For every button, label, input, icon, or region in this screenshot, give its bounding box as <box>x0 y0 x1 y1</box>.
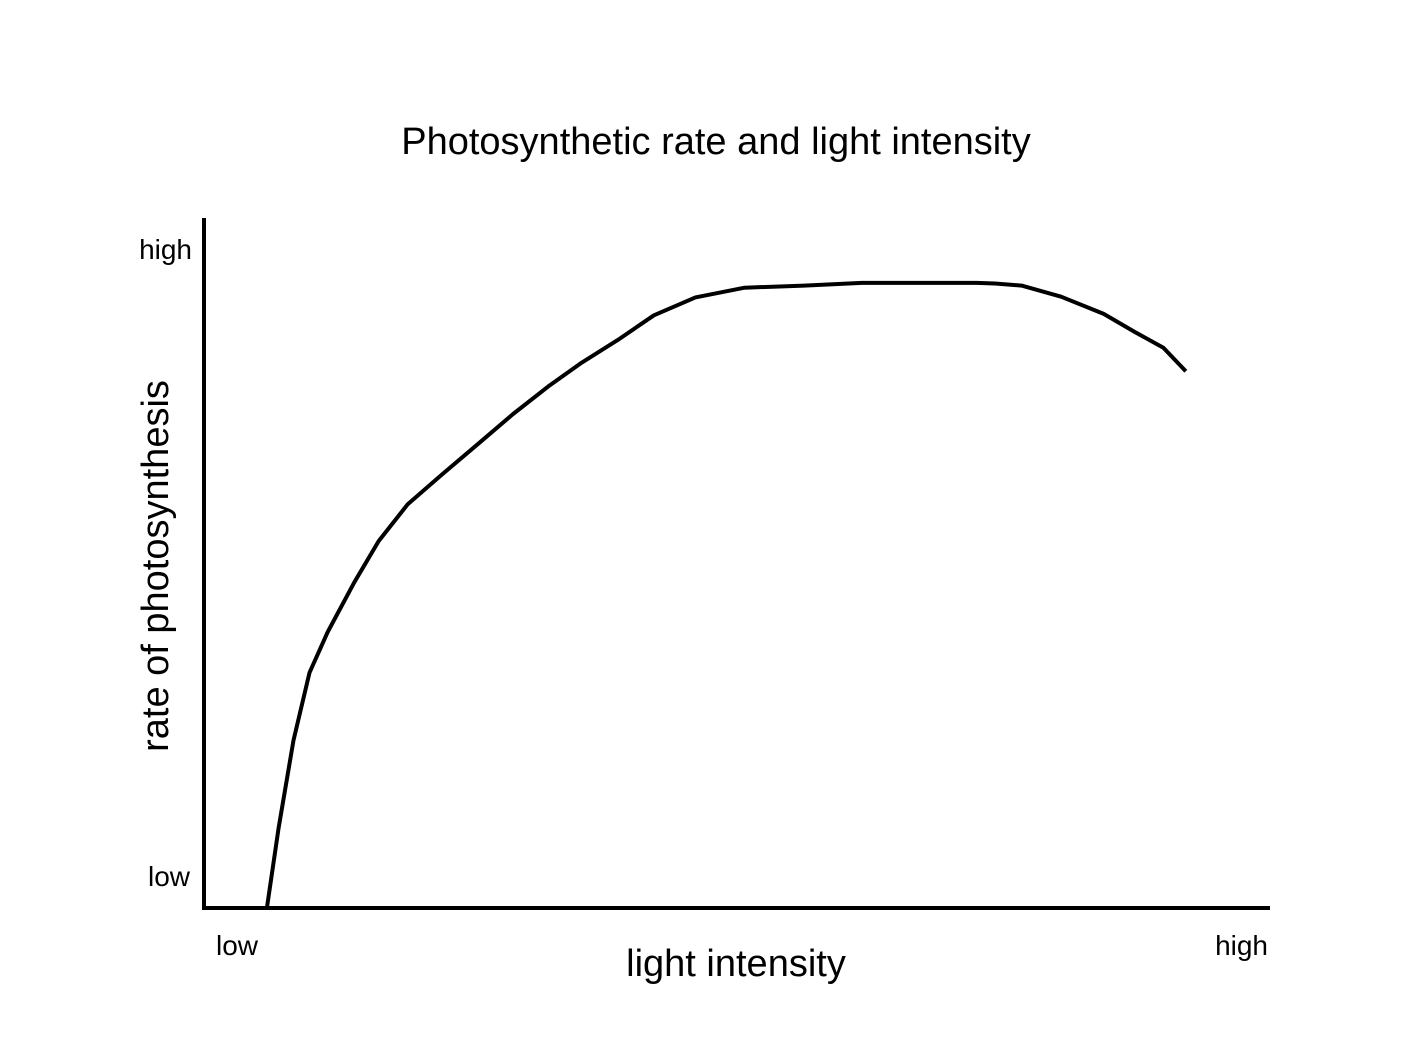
x-tick-label-high: high <box>1215 930 1268 961</box>
y-tick-label-high: high <box>139 234 192 265</box>
y-axis-title: rate of photosynthesis <box>135 380 177 752</box>
y-tick-label-low: low <box>148 861 191 892</box>
x-tick-label-low: low <box>216 930 259 961</box>
x-axis-title: light intensity <box>626 943 846 985</box>
series-group <box>264 280 1188 909</box>
series-line-0 <box>264 280 1188 909</box>
chart-title: Photosynthetic rate and light intensity <box>401 121 1031 163</box>
